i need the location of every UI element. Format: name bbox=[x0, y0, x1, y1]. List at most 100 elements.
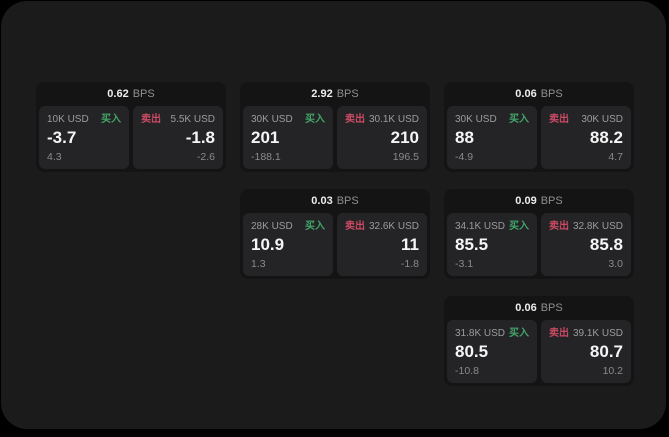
buy-delta: 1.3 bbox=[251, 258, 266, 270]
buy-size-label: 30K USD bbox=[455, 114, 497, 125]
quote-card: 0.06 BPS 31.8K USD 买入 80.5 -10.8 卖出 39.1… bbox=[444, 296, 634, 386]
buy-side-tag: 买入 bbox=[509, 328, 529, 339]
quote-tiles: 30K USD 买入 88 -4.9 卖出 30K USD 88.2 4.7 bbox=[444, 106, 634, 172]
sell-delta: 10.2 bbox=[602, 365, 623, 377]
bps-unit-label: BPS bbox=[540, 88, 563, 100]
sell-side-tag: 卖出 bbox=[549, 328, 569, 339]
main-panel: 0.62 BPS 10K USD 买入 -3.7 4.3 卖出 5.5K USD… bbox=[1, 1, 666, 429]
buy-side-tag: 买入 bbox=[305, 221, 325, 232]
sell-tile-header: 卖出 32.8K USD bbox=[549, 221, 623, 233]
card-bps-header: 0.62 BPS bbox=[36, 82, 226, 106]
sell-tile[interactable]: 卖出 32.6K USD 11 -1.8 bbox=[337, 213, 427, 276]
sell-price: -1.8 bbox=[185, 128, 215, 147]
buy-tile[interactable]: 10K USD 买入 -3.7 4.3 bbox=[39, 106, 129, 169]
sell-delta: -1.8 bbox=[400, 258, 419, 270]
buy-size-label: 10K USD bbox=[47, 114, 89, 125]
sell-side-tag: 卖出 bbox=[345, 221, 365, 232]
buy-size-label: 31.8K USD bbox=[455, 328, 506, 339]
sell-price: 80.7 bbox=[589, 342, 623, 361]
sell-delta: -2.6 bbox=[196, 151, 215, 163]
buy-delta: -4.9 bbox=[455, 151, 474, 163]
sell-tile-header: 卖出 32.6K USD bbox=[345, 221, 419, 233]
sell-size-label: 30K USD bbox=[581, 114, 623, 125]
buy-tile-header: 30K USD 买入 bbox=[251, 114, 325, 126]
quote-card: 0.62 BPS 10K USD 买入 -3.7 4.3 卖出 5.5K USD… bbox=[36, 82, 226, 172]
bps-unit-label: BPS bbox=[132, 88, 155, 100]
bps-unit-label: BPS bbox=[540, 302, 563, 314]
sell-delta: 196.5 bbox=[392, 151, 419, 163]
buy-delta: -3.1 bbox=[455, 258, 474, 270]
buy-size-label: 34.1K USD bbox=[455, 221, 506, 232]
buy-price: 10.9 bbox=[251, 235, 285, 254]
sell-side-tag: 卖出 bbox=[345, 114, 365, 125]
buy-size-label: 28K USD bbox=[251, 221, 293, 232]
buy-tile[interactable]: 30K USD 买入 88 -4.9 bbox=[447, 106, 537, 169]
bps-unit-label: BPS bbox=[336, 88, 359, 100]
bps-value: 0.06 bbox=[515, 88, 537, 100]
buy-tile-header: 28K USD 买入 bbox=[251, 221, 325, 233]
bps-value: 2.92 bbox=[311, 88, 333, 100]
sell-size-label: 30.1K USD bbox=[368, 114, 419, 125]
quote-tiles: 34.1K USD 买入 85.5 -3.1 卖出 32.8K USD 85.8… bbox=[444, 213, 634, 279]
sell-side-tag: 卖出 bbox=[141, 114, 161, 125]
buy-side-tag: 买入 bbox=[101, 114, 121, 125]
sell-price: 210 bbox=[390, 128, 419, 147]
sell-delta: 3.0 bbox=[608, 258, 623, 270]
card-bps-header: 0.03 BPS bbox=[240, 189, 430, 213]
sell-tile[interactable]: 卖出 30.1K USD 210 196.5 bbox=[337, 106, 427, 169]
bps-unit-label: BPS bbox=[336, 195, 359, 207]
quote-tiles: 30K USD 买入 201 -188.1 卖出 30.1K USD 210 1… bbox=[240, 106, 430, 172]
sell-size-label: 39.1K USD bbox=[572, 328, 623, 339]
quote-tiles: 31.8K USD 买入 80.5 -10.8 卖出 39.1K USD 80.… bbox=[444, 320, 634, 386]
sell-tile-header: 卖出 5.5K USD bbox=[141, 114, 215, 126]
buy-price: 80.5 bbox=[455, 342, 489, 361]
sell-price: 88.2 bbox=[589, 128, 623, 147]
sell-side-tag: 卖出 bbox=[549, 221, 569, 232]
sell-tile-header: 卖出 39.1K USD bbox=[549, 328, 623, 340]
sell-size-label: 5.5K USD bbox=[170, 114, 215, 125]
quote-grid: 0.62 BPS 10K USD 买入 -3.7 4.3 卖出 5.5K USD… bbox=[36, 82, 634, 386]
buy-tile[interactable]: 30K USD 买入 201 -188.1 bbox=[243, 106, 333, 169]
quote-tiles: 10K USD 买入 -3.7 4.3 卖出 5.5K USD -1.8 -2.… bbox=[36, 106, 226, 172]
buy-side-tag: 买入 bbox=[305, 114, 325, 125]
buy-tile-header: 10K USD 买入 bbox=[47, 114, 121, 126]
card-bps-header: 0.06 BPS bbox=[444, 296, 634, 320]
bps-value: 0.03 bbox=[311, 195, 333, 207]
buy-tile-header: 34.1K USD 买入 bbox=[455, 221, 529, 233]
quote-card: 0.06 BPS 30K USD 买入 88 -4.9 卖出 30K USD 8… bbox=[444, 82, 634, 172]
sell-tile[interactable]: 卖出 30K USD 88.2 4.7 bbox=[541, 106, 631, 169]
buy-price: 85.5 bbox=[455, 235, 489, 254]
sell-tile[interactable]: 卖出 32.8K USD 85.8 3.0 bbox=[541, 213, 631, 276]
sell-tile[interactable]: 卖出 5.5K USD -1.8 -2.6 bbox=[133, 106, 223, 169]
sell-tile[interactable]: 卖出 39.1K USD 80.7 10.2 bbox=[541, 320, 631, 383]
quote-tiles: 28K USD 买入 10.9 1.3 卖出 32.6K USD 11 -1.8 bbox=[240, 213, 430, 279]
sell-price: 11 bbox=[401, 235, 419, 254]
bps-value: 0.09 bbox=[515, 195, 537, 207]
buy-side-tag: 买入 bbox=[509, 221, 529, 232]
buy-price: -3.7 bbox=[47, 128, 77, 147]
buy-delta: 4.3 bbox=[47, 151, 62, 163]
card-bps-header: 0.09 BPS bbox=[444, 189, 634, 213]
quote-card: 0.09 BPS 34.1K USD 买入 85.5 -3.1 卖出 32.8K… bbox=[444, 189, 634, 279]
buy-delta: -188.1 bbox=[251, 151, 281, 163]
quote-card: 2.92 BPS 30K USD 买入 201 -188.1 卖出 30.1K … bbox=[240, 82, 430, 172]
card-bps-header: 2.92 BPS bbox=[240, 82, 430, 106]
sell-delta: 4.7 bbox=[608, 151, 623, 163]
sell-tile-header: 卖出 30K USD bbox=[549, 114, 623, 126]
sell-price: 85.8 bbox=[589, 235, 623, 254]
quote-card: 0.03 BPS 28K USD 买入 10.9 1.3 卖出 32.6K US… bbox=[240, 189, 430, 279]
sell-tile-header: 卖出 30.1K USD bbox=[345, 114, 419, 126]
buy-price: 88 bbox=[455, 128, 474, 147]
buy-side-tag: 买入 bbox=[509, 114, 529, 125]
buy-tile[interactable]: 34.1K USD 买入 85.5 -3.1 bbox=[447, 213, 537, 276]
sell-side-tag: 卖出 bbox=[549, 114, 569, 125]
bps-value: 0.62 bbox=[107, 88, 129, 100]
buy-delta: -10.8 bbox=[455, 365, 479, 377]
sell-size-label: 32.8K USD bbox=[572, 221, 623, 232]
buy-tile[interactable]: 28K USD 买入 10.9 1.3 bbox=[243, 213, 333, 276]
bps-unit-label: BPS bbox=[540, 195, 563, 207]
buy-tile[interactable]: 31.8K USD 买入 80.5 -10.8 bbox=[447, 320, 537, 383]
card-bps-header: 0.06 BPS bbox=[444, 82, 634, 106]
buy-tile-header: 30K USD 买入 bbox=[455, 114, 529, 126]
buy-tile-header: 31.8K USD 买入 bbox=[455, 328, 529, 340]
